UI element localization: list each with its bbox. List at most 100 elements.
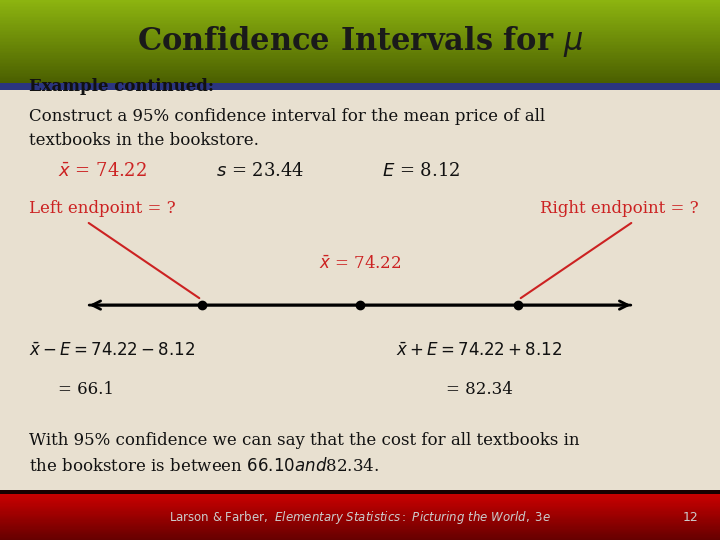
Bar — [0, 500, 720, 501]
Bar — [0, 494, 720, 495]
Bar — [0, 66, 720, 69]
Bar — [0, 529, 720, 531]
Bar — [0, 39, 720, 42]
Bar — [0, 21, 720, 24]
Bar — [0, 17, 720, 19]
Bar — [0, 6, 720, 8]
Bar — [0, 511, 720, 512]
Bar — [0, 27, 720, 29]
Text: Example continued:: Example continued: — [29, 78, 214, 95]
Bar — [0, 31, 720, 33]
Bar — [0, 77, 720, 79]
Bar — [0, 521, 720, 523]
Bar — [0, 70, 720, 72]
Bar — [0, 496, 720, 497]
Bar — [0, 45, 720, 48]
Bar — [0, 68, 720, 70]
Bar — [0, 3, 720, 5]
Bar — [0, 57, 720, 60]
Bar — [0, 24, 720, 26]
Bar — [0, 1, 720, 3]
Bar — [0, 519, 720, 521]
Bar — [0, 502, 720, 503]
Text: Confidence Intervals for $\mu$: Confidence Intervals for $\mu$ — [137, 24, 583, 59]
Text: = 82.34: = 82.34 — [446, 381, 513, 397]
Bar — [0, 69, 720, 71]
Bar — [0, 0, 720, 2]
Bar — [0, 536, 720, 538]
Bar — [0, 64, 720, 67]
Bar — [0, 42, 720, 45]
Bar — [0, 25, 720, 28]
Bar — [0, 46, 720, 49]
Text: $\bar{x}$ = 74.22: $\bar{x}$ = 74.22 — [58, 162, 146, 180]
Bar — [0, 83, 720, 90]
Text: $\bar{x}$ = 74.22: $\bar{x}$ = 74.22 — [319, 255, 401, 273]
Bar — [0, 516, 720, 518]
Bar — [0, 518, 720, 519]
Bar — [0, 78, 720, 81]
Bar — [0, 53, 720, 56]
Bar — [0, 51, 720, 53]
Bar — [0, 44, 720, 46]
Text: $E$ = 8.12: $E$ = 8.12 — [382, 162, 460, 180]
Bar — [0, 526, 720, 528]
Bar — [0, 513, 720, 515]
Bar — [0, 48, 720, 50]
Text: $\bar{x} + E = 74.22 + 8.12$: $\bar{x} + E = 74.22 + 8.12$ — [396, 343, 562, 360]
Bar — [0, 510, 720, 511]
Bar — [0, 505, 720, 507]
Bar — [0, 520, 720, 522]
Bar — [0, 535, 720, 537]
Bar — [0, 13, 720, 15]
Bar — [0, 531, 720, 533]
Bar — [0, 74, 720, 77]
Bar — [0, 35, 720, 38]
Bar — [0, 497, 720, 499]
Bar — [0, 532, 720, 534]
Bar — [0, 59, 720, 62]
Bar — [0, 20, 720, 22]
Bar — [0, 524, 720, 526]
Bar — [0, 4, 720, 7]
Bar — [0, 522, 720, 524]
Text: Right endpoint = ?: Right endpoint = ? — [540, 200, 698, 217]
Bar — [0, 530, 720, 532]
Text: $s$ = 23.44: $s$ = 23.44 — [216, 162, 305, 180]
Bar — [0, 71, 720, 74]
Bar — [0, 30, 720, 32]
Bar — [0, 498, 720, 500]
Bar — [0, 506, 720, 508]
Bar — [0, 81, 720, 84]
Bar — [0, 34, 720, 36]
Bar — [0, 16, 720, 18]
Bar — [0, 534, 720, 536]
Bar — [0, 495, 720, 496]
Bar — [0, 49, 720, 52]
Bar — [0, 2, 720, 4]
Text: Construct a 95% confidence interval for the mean price of all
textbooks in the b: Construct a 95% confidence interval for … — [29, 108, 545, 148]
Bar — [0, 514, 720, 516]
Bar — [0, 23, 720, 25]
Bar — [0, 11, 720, 14]
Bar — [0, 508, 720, 509]
Bar — [0, 18, 720, 21]
Bar — [0, 7, 720, 10]
Text: With 95% confidence we can say that the cost for all textbooks in
the bookstore : With 95% confidence we can say that the … — [29, 432, 580, 475]
Text: 12: 12 — [683, 510, 698, 524]
Bar — [0, 501, 720, 502]
Bar — [0, 90, 720, 494]
Bar — [0, 80, 720, 82]
Text: Larson & Farber,  $\it{Elementary\ Statistics:\ Picturing\ the\ World,\ 3e}$: Larson & Farber, $\it{Elementary\ Statis… — [169, 509, 551, 525]
Text: Left endpoint = ?: Left endpoint = ? — [29, 200, 176, 217]
Bar — [0, 515, 720, 517]
Bar — [0, 528, 720, 530]
Text: = 66.1: = 66.1 — [58, 381, 114, 397]
Bar — [0, 38, 720, 40]
Text: $\bar{x} - E = 74.22 - 8.12$: $\bar{x} - E = 74.22 - 8.12$ — [29, 343, 195, 360]
Bar — [0, 509, 720, 510]
Bar — [0, 73, 720, 76]
Bar — [0, 56, 720, 59]
Bar — [0, 37, 720, 39]
Bar — [0, 28, 720, 31]
